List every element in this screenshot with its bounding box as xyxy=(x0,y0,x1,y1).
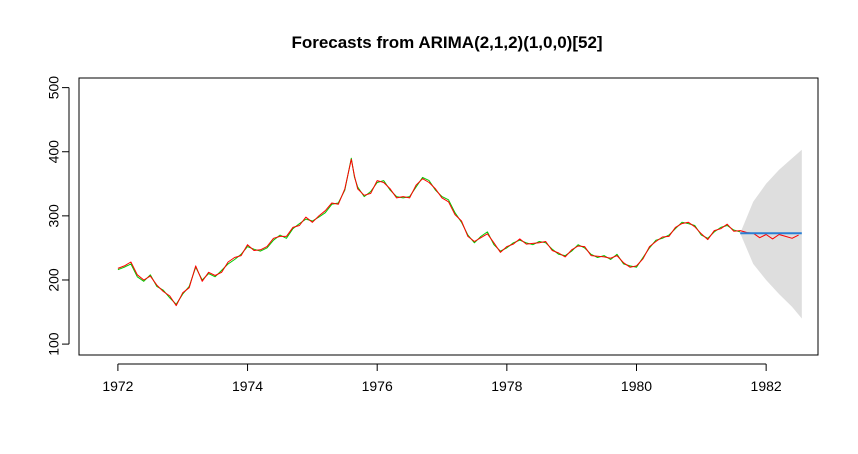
x-tick-label: 1980 xyxy=(621,378,652,394)
y-tick-label: 400 xyxy=(46,140,62,164)
x-tick-label: 1976 xyxy=(362,378,393,394)
y-axis: 100 200 300 400 500 xyxy=(46,76,70,356)
series-layer xyxy=(117,157,802,307)
plot-frame xyxy=(78,77,819,356)
chart-title: Forecasts from ARIMA(2,1,2)(1,0,0)[52] xyxy=(291,33,602,52)
y-tick-label: 300 xyxy=(46,204,62,228)
x-tick-label: 1974 xyxy=(232,378,263,394)
x-tick-label: 1982 xyxy=(751,378,782,394)
x-axis: 1972 1974 1976 1978 1980 1982 xyxy=(102,363,782,394)
x-tick-label: 1978 xyxy=(491,378,522,394)
fitted-series-line xyxy=(117,157,741,305)
x-tick-label: 1972 xyxy=(102,378,133,394)
y-tick-label: 500 xyxy=(46,76,62,100)
y-tick-label: 100 xyxy=(46,332,62,356)
y-tick-label: 200 xyxy=(46,268,62,292)
observed-series-line xyxy=(117,158,799,307)
